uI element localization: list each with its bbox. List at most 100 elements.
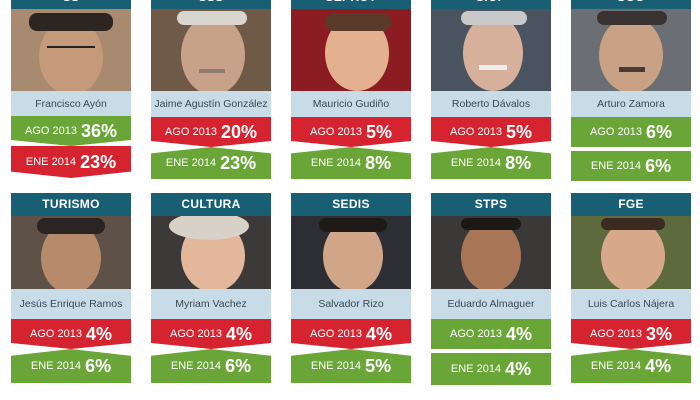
official-name: Luis Carlos Nájera xyxy=(571,289,691,319)
official-name: Jaime Agustín González xyxy=(151,91,271,117)
ago-row: AGO 2013 6% xyxy=(571,117,691,147)
ago-value: 6% xyxy=(645,121,672,142)
dept-header: SEDIS xyxy=(291,193,411,216)
ago-label: AGO 2013 xyxy=(590,126,642,138)
dept-header: SS xyxy=(11,0,131,9)
portrait-icon xyxy=(431,216,551,289)
portrait-photo xyxy=(11,9,131,91)
dept-header: CULTURA xyxy=(151,193,271,216)
official-name: Roberto Dávalos xyxy=(431,91,551,117)
ago-value: 5% xyxy=(365,121,392,142)
ago-row: AGO 2013 5% xyxy=(431,117,551,147)
ago-value: 3% xyxy=(645,323,672,344)
ago-row: AGO 2013 36% xyxy=(11,116,131,146)
ene-row: ENE 2014 23% xyxy=(11,146,131,178)
ago-value: 20% xyxy=(220,121,257,142)
official-name: Salvador Rizo xyxy=(291,289,411,319)
dept-header: TURISMO xyxy=(11,193,131,216)
ago-label: AGO 2013 xyxy=(30,328,82,340)
portrait-icon xyxy=(151,9,271,91)
portrait-icon xyxy=(11,216,131,289)
ene-label: ENE 2014 xyxy=(450,363,502,375)
ago-label: AGO 2013 xyxy=(450,126,502,138)
ene-row: ENE 2014 6% xyxy=(571,149,691,181)
dept-header: SGG xyxy=(571,0,691,9)
portrait-photo xyxy=(291,216,411,289)
ago-row: AGO 2013 4% xyxy=(291,319,411,349)
portrait-photo xyxy=(431,9,551,91)
ago-label: AGO 2013 xyxy=(590,328,642,340)
official-name: Eduardo Almaguer xyxy=(431,289,551,319)
ene-row: ENE 2014 6% xyxy=(11,349,131,383)
ene-label: ENE 2014 xyxy=(165,157,217,169)
portrait-icon xyxy=(571,9,691,91)
portrait-icon xyxy=(291,216,411,289)
ago-value: 4% xyxy=(85,323,112,344)
official-name: Mauricio Gudiño xyxy=(291,91,411,117)
ene-label: ENE 2014 xyxy=(25,156,77,168)
ene-value: 23% xyxy=(80,151,117,172)
ene-row: ENE 2014 6% xyxy=(151,349,271,383)
ene-value: 4% xyxy=(505,358,532,379)
ene-label: ENE 2014 xyxy=(310,157,362,169)
portrait-photo xyxy=(291,9,411,91)
official-name: Arturo Zamora xyxy=(571,91,691,117)
portrait-photo xyxy=(151,9,271,91)
ago-label: AGO 2013 xyxy=(450,328,502,340)
ene-value: 8% xyxy=(365,152,392,173)
ago-row: AGO 2013 4% xyxy=(431,319,551,349)
ago-label: AGO 2013 xyxy=(170,328,222,340)
ago-row: AGO 2013 4% xyxy=(11,319,131,349)
dept-header: SEPROT xyxy=(291,0,411,9)
ene-value: 6% xyxy=(645,155,672,176)
official-name: Myriam Vachez xyxy=(151,289,271,319)
official-name: Francisco Ayón xyxy=(11,91,131,116)
dept-header: SSS xyxy=(151,0,271,9)
ago-label: AGO 2013 xyxy=(310,328,362,340)
ago-row: AGO 2013 5% xyxy=(291,117,411,147)
ene-value: 8% xyxy=(505,152,532,173)
portrait-icon xyxy=(571,216,691,289)
dept-header: SIOP xyxy=(431,0,551,9)
ene-row: ENE 2014 23% xyxy=(151,147,271,179)
ago-label: AGO 2013 xyxy=(24,125,77,137)
portrait-icon xyxy=(291,9,411,91)
ene-row: ENE 2014 4% xyxy=(571,349,691,383)
ene-value: 4% xyxy=(645,355,672,376)
ene-label: ENE 2014 xyxy=(30,360,82,372)
official-name: Jesús Enrique Ramos xyxy=(11,289,131,319)
ago-label: AGO 2013 xyxy=(310,126,362,138)
ene-value: 6% xyxy=(225,355,252,376)
dept-header: FGE xyxy=(571,193,691,216)
portrait-photo xyxy=(151,216,271,289)
ene-label: ENE 2014 xyxy=(450,157,502,169)
ago-value: 4% xyxy=(365,323,392,344)
ago-value: 4% xyxy=(225,323,252,344)
portrait-icon xyxy=(11,9,131,91)
portrait-photo xyxy=(571,216,691,289)
ago-row: AGO 2013 20% xyxy=(151,117,271,147)
dept-header: STPS xyxy=(431,193,551,216)
ene-value: 6% xyxy=(85,355,112,376)
portrait-icon xyxy=(431,9,551,91)
ene-row: ENE 2014 4% xyxy=(431,351,551,385)
ene-label: ENE 2014 xyxy=(590,160,642,172)
ago-row: AGO 2013 4% xyxy=(151,319,271,349)
ago-value: 4% xyxy=(505,323,532,344)
ago-label: AGO 2013 xyxy=(164,126,217,138)
ene-value: 23% xyxy=(220,152,257,173)
ene-row: ENE 2014 8% xyxy=(291,147,411,179)
ene-row: ENE 2014 5% xyxy=(291,349,411,383)
ene-label: ENE 2014 xyxy=(590,360,642,372)
ago-value: 36% xyxy=(80,120,117,141)
ene-row: ENE 2014 8% xyxy=(431,147,551,179)
ene-value: 5% xyxy=(365,355,392,376)
portrait-photo xyxy=(431,216,551,289)
portrait-icon xyxy=(151,216,271,289)
portrait-photo xyxy=(11,216,131,289)
ene-label: ENE 2014 xyxy=(170,360,222,372)
ago-row: AGO 2013 3% xyxy=(571,319,691,349)
portrait-photo xyxy=(571,9,691,91)
ene-label: ENE 2014 xyxy=(310,360,362,372)
